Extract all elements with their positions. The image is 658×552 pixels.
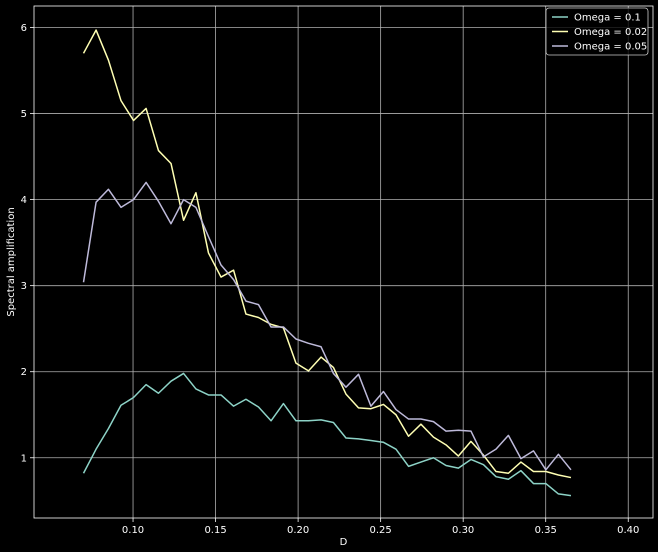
axis-ticks: 0.10 0.15 0.20 0.25 0.30 0.35 0.40 1 2 3 4 5 6 [21,23,640,536]
x-tick-label: 0.30 [452,525,474,536]
series-line [82,181,572,471]
x-tick-label: 0.25 [370,525,392,536]
legend-entry: Omega = 0.1 [574,13,641,24]
y-tick-label: 5 [21,109,27,120]
x-axis-label: D [340,537,348,548]
series-line [82,372,572,497]
x-tick-label: 0.20 [287,525,309,536]
series-lines [82,29,572,497]
legend-box [545,7,649,56]
y-tick-label: 1 [21,453,27,464]
plot-frame [33,5,654,519]
legend-entry: Omega = 0.05 [574,42,647,53]
x-tick-label: 0.40 [617,525,639,536]
legend-entry: Omega = 0.02 [574,27,647,38]
x-tick-label: 0.15 [204,525,226,536]
x-tick-label: 0.10 [122,525,144,536]
y-axis-label: Spectral amplification [6,207,17,316]
series-line [82,29,572,479]
y-tick-label: 6 [21,23,27,34]
y-tick-label: 4 [21,195,27,206]
y-tick-label: 2 [21,367,27,378]
legend: Omega = 0.1 Omega = 0.02 Omega = 0.05 [545,7,649,56]
x-tick-label: 0.35 [535,525,557,536]
y-tick-label: 3 [21,281,27,292]
